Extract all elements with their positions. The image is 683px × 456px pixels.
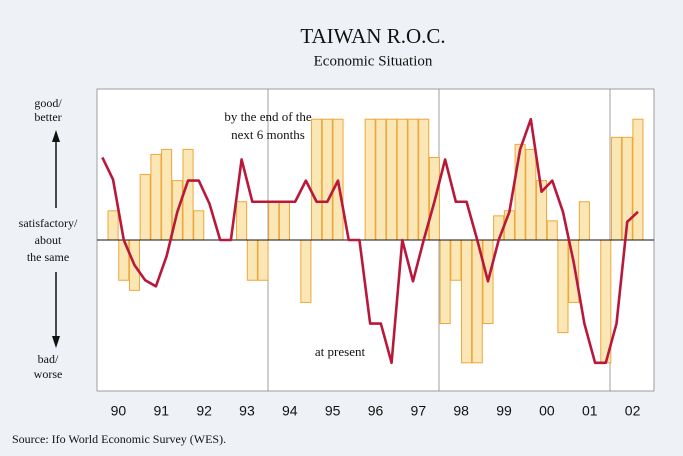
bar — [375, 118, 387, 241]
bar — [311, 118, 323, 241]
bar — [578, 201, 590, 241]
bar — [386, 118, 398, 241]
x-tick-label: 93 — [239, 403, 255, 419]
bar — [407, 118, 419, 241]
x-tick-label: 94 — [282, 403, 298, 419]
x-tick-label: 91 — [153, 403, 169, 419]
marks: 90 91 92 93 94 95 96 97 98 99 00 01 02 — [97, 117, 654, 419]
x-tick-label: 99 — [496, 403, 512, 419]
bar — [525, 148, 537, 241]
line — [101, 117, 639, 365]
y-label: satisfactory/ — [19, 216, 78, 230]
x-tick-label: 96 — [368, 403, 384, 419]
x-tick-label: 92 — [196, 403, 212, 419]
bar — [246, 239, 258, 281]
x-tick-label: 98 — [453, 403, 469, 419]
y-label: better — [34, 110, 61, 124]
x-tick-label: 97 — [411, 403, 427, 419]
arrow-head — [52, 130, 60, 142]
y-label: bad/ — [38, 352, 59, 366]
bar — [278, 201, 290, 241]
bar — [450, 239, 462, 281]
chart-title: TAIWAN R.O.C. — [300, 24, 445, 48]
bar — [161, 148, 173, 241]
bar — [150, 153, 162, 241]
bar — [321, 118, 333, 241]
y-label: the same — [27, 250, 69, 264]
bar — [632, 118, 644, 241]
bar — [557, 239, 569, 334]
bar — [300, 239, 312, 303]
bar — [139, 174, 151, 241]
bar — [514, 143, 526, 241]
source: Source: Ifo World Economic Survey (WES). — [12, 432, 226, 446]
bar — [364, 118, 376, 241]
bar — [546, 220, 558, 241]
annotation: at present — [315, 344, 366, 359]
x-tick-label: 02 — [625, 403, 641, 419]
bar — [396, 118, 408, 241]
bar — [418, 118, 430, 241]
chart-subtitle: Economic Situation — [314, 53, 433, 69]
x-tick-label: 00 — [539, 403, 555, 419]
annotation: next 6 months — [231, 127, 305, 142]
bar — [268, 201, 280, 241]
x-tick-label: 95 — [325, 403, 341, 419]
y-label: worse — [34, 367, 63, 381]
bar — [610, 136, 623, 241]
bar — [193, 210, 205, 241]
x-tick-label: 90 — [111, 403, 127, 419]
arrow-head — [52, 336, 60, 348]
x-tick-label: 01 — [582, 403, 598, 419]
bar — [107, 210, 119, 241]
bar — [257, 239, 269, 281]
bar — [600, 239, 612, 364]
y-label: good/ — [34, 96, 62, 110]
y-label: about — [35, 233, 62, 247]
bar — [461, 239, 473, 364]
annotation: by the end of the — [224, 109, 312, 124]
bar — [236, 201, 248, 241]
bar — [439, 239, 451, 325]
